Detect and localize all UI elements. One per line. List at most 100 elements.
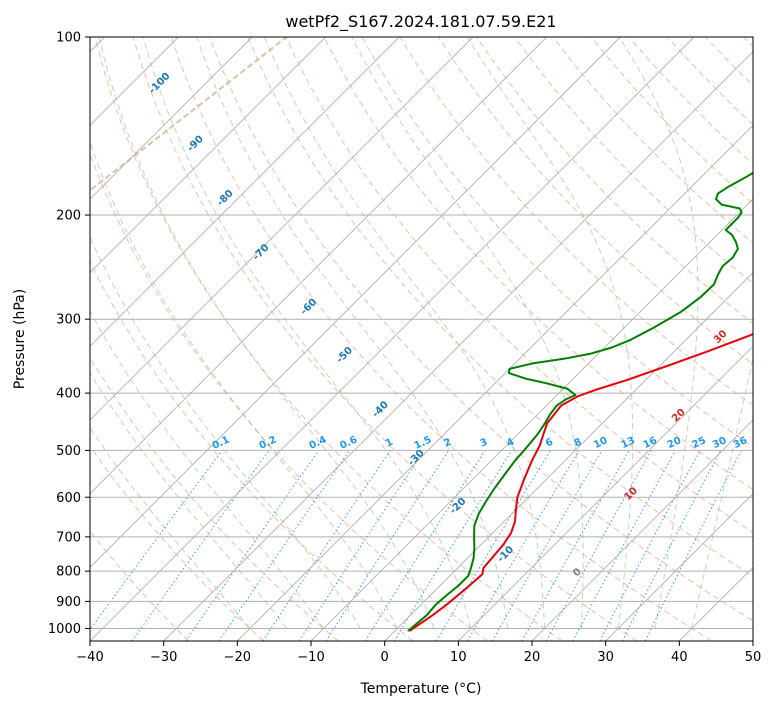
dry-adiabat-line (514, 37, 753, 284)
isotherm-line (90, 37, 253, 200)
y-tick-label: 300 (56, 313, 81, 328)
mixing-ratio-label: 1 (384, 437, 395, 450)
mixing-ratio-line (262, 450, 391, 641)
y-tick-label: 900 (56, 595, 81, 610)
moist-adiabat-line (691, 355, 753, 629)
y-axis-label: Pressure (hPa) (12, 289, 28, 389)
dry-adiabat-label: -80 (215, 188, 236, 209)
mixing-ratio-label: 4 (505, 437, 516, 450)
moist-adiabat-line (351, 37, 584, 629)
dry-adiabat-line (94, 37, 563, 641)
dry-adiabat-label: 40 (772, 262, 775, 280)
profile-series (407, 171, 753, 632)
mixing-ratio-label: 8 (573, 437, 584, 450)
background-lines (90, 37, 753, 641)
moist-adiabat-line (466, 37, 634, 629)
moist-adiabat-line (90, 236, 361, 629)
x-axis-label: Temperature (°C) (360, 681, 482, 697)
x-tick-label: 20 (524, 650, 541, 665)
x-axis: −40 −30 −20 −10 0 10 20 30 40 50 (76, 641, 761, 665)
isotherm-line (531, 419, 753, 641)
mixing-ratio-line (218, 450, 351, 641)
dry-adiabat-line (590, 37, 753, 205)
isotherm-line (752, 640, 753, 641)
isotherm-line (679, 566, 753, 641)
dry-adiabat-line (90, 152, 488, 641)
mixing-ratio-label: 20 (666, 435, 683, 451)
isotherm-line (163, 51, 753, 641)
dry-adiabat-label: -100 (147, 71, 173, 97)
moist-adiabat-line (98, 37, 435, 629)
series-line-1 (408, 333, 753, 632)
y-tick-label: 600 (56, 491, 81, 506)
dry-adiabat-label: 0 (571, 566, 584, 579)
dry-adiabat-line (90, 530, 190, 641)
isotherm-line (90, 37, 621, 568)
mixing-ratio-line (393, 450, 513, 641)
dry-adiabat-line (132, 37, 638, 641)
y-tick-label: 500 (56, 444, 81, 459)
mixing-ratio-label: 25 (691, 435, 708, 451)
mixing-ratio-label: 1.5 (413, 434, 434, 451)
isotherm-line (90, 37, 547, 495)
y-axis: 1000 900 800 700 600 500 400 300 200 100 (48, 31, 90, 637)
plot-frame (89, 36, 754, 642)
moist-adiabat-line (90, 310, 324, 629)
isotherm-line (90, 37, 695, 641)
moist-adiabat-line (90, 140, 398, 629)
dry-adiabat-line (323, 37, 753, 491)
y-tick-label: 1000 (48, 622, 81, 637)
moist-adiabat-line (142, 37, 472, 629)
mixing-ratio-label: 10 (592, 435, 609, 451)
mixing-ratio-label: 36 (732, 435, 749, 451)
x-tick-label: 50 (745, 650, 762, 665)
y-tick-label: 700 (56, 530, 81, 545)
moist-adiabat-line (90, 372, 288, 629)
dry-adiabat-label: -70 (251, 242, 272, 263)
x-tick-label: −30 (150, 650, 177, 665)
x-tick-label: 40 (671, 650, 688, 665)
dry-adiabat-label: 20 (670, 407, 688, 425)
y-tick-label: 800 (56, 565, 81, 580)
dry-adiabat-line (209, 37, 753, 622)
x-tick-label: −10 (297, 650, 324, 665)
isotherm-line (90, 37, 400, 347)
moist-adiabat-line (196, 37, 509, 629)
chart-title: wetPf2_S167.2024.181.07.59.E21 (285, 12, 556, 32)
moist-adiabat-line (90, 426, 251, 629)
isotherm-line (458, 345, 753, 641)
isotherm-line (237, 124, 753, 641)
y-tick-label: 100 (56, 31, 81, 46)
moist-adiabat-line (618, 37, 699, 629)
mixing-ratio-label: 30 (711, 435, 728, 451)
mixing-ratio-line (185, 450, 320, 641)
dry-adiabat-line (476, 37, 753, 325)
mixing-ratio-label: 3 (479, 437, 490, 450)
dry-adiabat-line (247, 37, 753, 577)
x-tick-label: 0 (381, 650, 389, 665)
y-tick-label: 400 (56, 387, 81, 402)
dry-adiabat-line (90, 356, 339, 641)
isotherm-line (90, 37, 326, 274)
mixing-ratio-line (364, 450, 486, 641)
dry-adiabat-line (743, 37, 753, 48)
mixing-ratio-label: 0.2 (258, 434, 279, 451)
x-tick-label: 30 (597, 650, 614, 665)
isotherm-line (310, 198, 753, 641)
mixing-ratio-label: 13 (620, 435, 637, 451)
mixing-ratio-label: 2 (442, 437, 453, 450)
mixing-ratio-line (521, 450, 630, 641)
isotherm-line (90, 37, 474, 421)
dry-adiabat-label: -60 (299, 297, 320, 318)
mixing-ratio-line (621, 450, 722, 641)
mixing-ratio-line (644, 450, 742, 641)
dry-adiabat-label: -90 (185, 134, 206, 155)
dry-adiabat-label: -10 (496, 544, 517, 565)
moist-adiabat-line (264, 37, 545, 629)
dry-adiabat-label: -50 (335, 345, 356, 366)
mixing-ratio-line (599, 450, 701, 641)
dry-adiabat-line (90, 445, 264, 641)
x-tick-label: −20 (224, 650, 251, 665)
outer-curve-line (90, 37, 288, 192)
x-tick-label: 10 (450, 650, 467, 665)
